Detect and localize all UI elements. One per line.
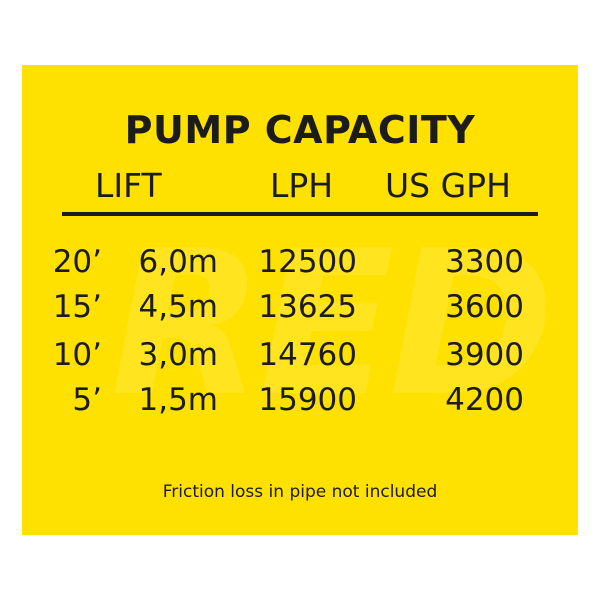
footnote: Friction loss in pipe not included xyxy=(162,482,438,502)
cell-lph: 14760 xyxy=(258,337,357,373)
cell-gph: 3600 xyxy=(445,289,524,325)
header-divider xyxy=(62,212,538,216)
cell-lph: 13625 xyxy=(258,289,357,325)
cell-feet: 10’ xyxy=(52,337,102,373)
header-lift: LIFT xyxy=(95,166,162,205)
cell-meters: 6,0m xyxy=(138,244,219,280)
cell-meters: 3,0m xyxy=(138,337,219,373)
header-lph: LPH xyxy=(270,166,334,205)
header-gph: US GPH xyxy=(385,166,511,205)
cell-gph: 3300 xyxy=(445,244,524,280)
cell-meters: 4,5m xyxy=(138,289,219,325)
cell-lph: 12500 xyxy=(258,244,357,280)
yellow-panel xyxy=(22,65,578,535)
cell-gph: 3900 xyxy=(445,337,524,373)
cell-gph: 4200 xyxy=(445,382,524,418)
cell-meters: 1,5m xyxy=(138,382,219,418)
cell-lph: 15900 xyxy=(258,382,357,418)
cell-feet: 20’ xyxy=(52,244,102,280)
cell-feet: 15’ xyxy=(52,289,102,325)
watermark-logo: RED xyxy=(110,208,555,441)
table-title: PUMP CAPACITY xyxy=(124,108,476,152)
cell-feet: 5’ xyxy=(72,382,102,418)
